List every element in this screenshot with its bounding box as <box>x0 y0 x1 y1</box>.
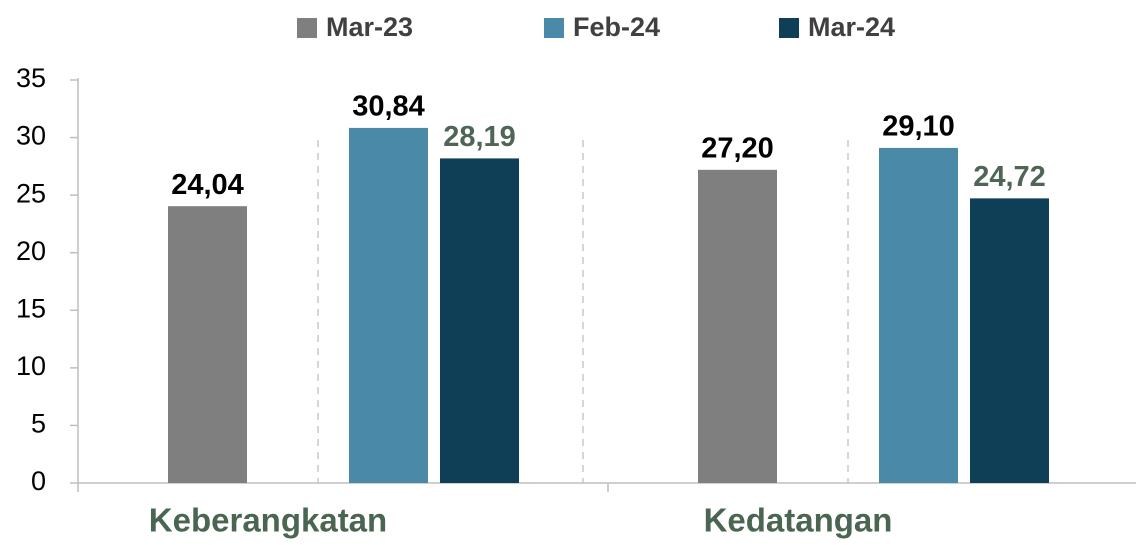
value-label: 24,72 <box>973 161 1046 193</box>
value-label: 24,04 <box>171 169 244 201</box>
y-tick-label: 10 <box>16 351 46 381</box>
legend-swatch <box>779 18 799 38</box>
value-label: 27,20 <box>701 132 774 164</box>
legend-swatch <box>544 18 564 38</box>
separators <box>317 140 849 483</box>
bar <box>349 127 428 484</box>
y-tick-label: 5 <box>31 409 46 439</box>
y-tick-label: 15 <box>16 293 46 323</box>
y-tick-label: 20 <box>16 236 46 266</box>
y-tick-label: 25 <box>16 178 46 208</box>
y-tick-label: 0 <box>31 466 46 496</box>
value-label: 29,10 <box>882 111 955 143</box>
legend-label: Feb-24 <box>573 12 660 42</box>
bar <box>879 147 958 484</box>
y-tick-label: 30 <box>16 121 46 151</box>
bar <box>168 206 247 483</box>
legend-label: Mar-24 <box>808 12 895 42</box>
bar <box>970 198 1049 483</box>
bar <box>698 169 777 483</box>
x-tick-label: Keberangkatan <box>149 502 387 539</box>
legend-label: Mar-23 <box>326 12 413 42</box>
value-label: 28,19 <box>443 121 516 153</box>
value-label: 30,84 <box>352 91 425 123</box>
y-tick-label: 35 <box>16 63 46 93</box>
legend-swatch <box>297 18 317 38</box>
x-tick-label: Kedatangan <box>704 502 893 539</box>
bar <box>440 158 519 483</box>
